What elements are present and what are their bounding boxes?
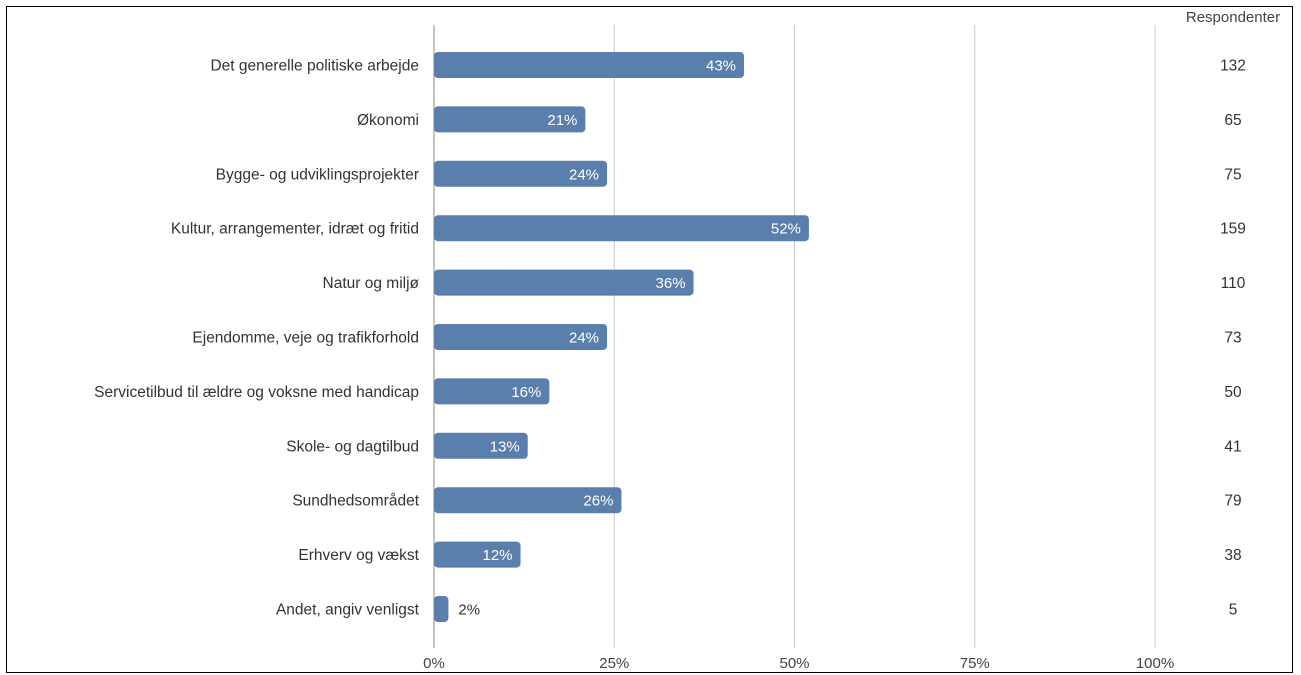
category-label: Natur og miljø bbox=[323, 275, 420, 292]
bar bbox=[434, 541, 521, 568]
x-tick-label: 25% bbox=[599, 655, 629, 672]
bar bbox=[434, 106, 586, 133]
x-tick-label: 50% bbox=[779, 655, 809, 672]
bar-value-label: 2% bbox=[458, 602, 480, 619]
bar bbox=[434, 324, 608, 350]
bar bbox=[434, 378, 550, 405]
bar-value-label: 21% bbox=[547, 112, 577, 129]
x-tick-label: 100% bbox=[1136, 655, 1174, 672]
category-label: Ejendomme, veje og trafikforhold bbox=[192, 330, 419, 347]
category-label: Det generelle politiske arbejde bbox=[210, 58, 419, 75]
category-label: Bygge- og udviklingsprojekter bbox=[216, 166, 419, 183]
respondent-count: 73 bbox=[1224, 330, 1241, 347]
category-label: Sundhedsområdet bbox=[292, 493, 419, 510]
x-tick-label: 0% bbox=[423, 655, 445, 672]
bar bbox=[434, 487, 622, 514]
bar bbox=[434, 52, 745, 78]
respondent-count: 38 bbox=[1224, 547, 1241, 564]
bar-value-label: 16% bbox=[511, 384, 541, 401]
category-label: Erhverv og vækst bbox=[298, 547, 419, 564]
bar-value-label: 13% bbox=[490, 438, 520, 455]
respondent-count: 110 bbox=[1221, 275, 1246, 292]
bar-value-label: 52% bbox=[771, 221, 801, 238]
respondent-count: 159 bbox=[1220, 221, 1246, 238]
bar bbox=[434, 160, 608, 187]
bar bbox=[434, 269, 694, 296]
respondent-count: 65 bbox=[1224, 112, 1241, 129]
category-label: Andet, angiv venligst bbox=[276, 602, 420, 619]
bar-value-label: 36% bbox=[656, 275, 686, 292]
respondent-count: 41 bbox=[1224, 438, 1241, 455]
respondents-header: Respondenter bbox=[1186, 9, 1280, 26]
bar-value-label: 43% bbox=[706, 58, 736, 75]
bar-value-label: 12% bbox=[482, 547, 512, 564]
respondent-count: 75 bbox=[1224, 166, 1241, 183]
respondent-count: 50 bbox=[1224, 384, 1242, 401]
bar bbox=[434, 432, 528, 459]
chart-frame bbox=[6, 6, 1293, 673]
respondent-count: 79 bbox=[1224, 493, 1241, 510]
bar-value-label: 24% bbox=[569, 166, 599, 183]
x-tick-label: 75% bbox=[960, 655, 990, 672]
respondent-count: 5 bbox=[1229, 602, 1238, 619]
category-label: Skole- og dagtilbud bbox=[286, 438, 419, 455]
bar-value-label: 26% bbox=[583, 493, 613, 510]
bar-value-label: 24% bbox=[569, 330, 599, 347]
bar bbox=[434, 596, 449, 622]
bar bbox=[434, 215, 809, 242]
category-label: Økonomi bbox=[357, 112, 419, 129]
category-label: Kultur, arrangementer, idræt og fritid bbox=[171, 221, 419, 238]
respondent-count: 132 bbox=[1220, 58, 1246, 75]
category-label: Servicetilbud til ældre og voksne med ha… bbox=[94, 384, 419, 401]
